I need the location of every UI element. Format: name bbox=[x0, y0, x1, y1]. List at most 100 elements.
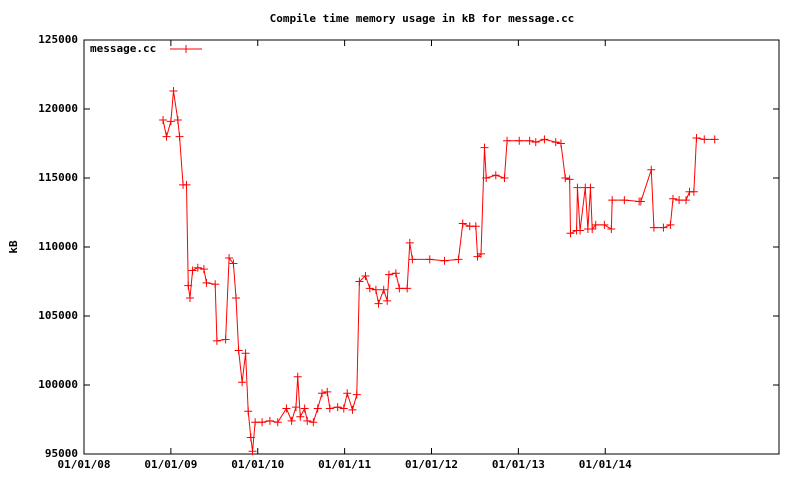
data-point bbox=[361, 271, 370, 280]
data-point bbox=[515, 136, 524, 145]
data-point bbox=[365, 284, 374, 293]
x-tick-label: 01/01/14 bbox=[579, 458, 632, 471]
data-point bbox=[600, 220, 609, 229]
data-point bbox=[503, 136, 512, 145]
data-point bbox=[355, 277, 364, 286]
data-point bbox=[348, 405, 357, 414]
data-point bbox=[540, 135, 549, 144]
data-point bbox=[374, 299, 383, 308]
data-point bbox=[169, 87, 178, 96]
y-tick-label: 105000 bbox=[38, 309, 78, 322]
y-tick-label: 95000 bbox=[45, 447, 78, 460]
data-point bbox=[689, 187, 698, 196]
data-point bbox=[666, 220, 675, 229]
data-point bbox=[352, 390, 361, 399]
legend-marker bbox=[182, 45, 190, 53]
data-point bbox=[669, 194, 678, 203]
data-point bbox=[241, 349, 250, 358]
data-point bbox=[265, 416, 274, 425]
data-point bbox=[576, 226, 585, 235]
data-point bbox=[531, 138, 540, 147]
data-point bbox=[182, 180, 191, 189]
x-tick-label: 01/01/11 bbox=[318, 458, 371, 471]
plot-border bbox=[83, 39, 780, 455]
data-point bbox=[379, 285, 388, 294]
data-point bbox=[675, 196, 684, 205]
chart-title: Compile time memory usage in kB for mess… bbox=[270, 12, 575, 25]
data-point bbox=[440, 256, 449, 265]
data-point bbox=[296, 412, 305, 421]
data-point bbox=[458, 219, 467, 228]
data-point bbox=[162, 132, 171, 141]
data-point bbox=[710, 135, 719, 144]
data-point bbox=[251, 418, 260, 427]
data-point bbox=[291, 403, 300, 412]
data-point bbox=[383, 296, 392, 305]
data-point bbox=[573, 183, 582, 192]
data-point bbox=[184, 281, 193, 290]
legend-label: message.cc bbox=[90, 42, 156, 55]
data-point bbox=[620, 196, 629, 205]
data-point bbox=[159, 116, 168, 125]
y-axis-label: kB bbox=[7, 240, 20, 254]
data-point bbox=[309, 418, 318, 427]
data-point bbox=[188, 266, 197, 275]
data-point bbox=[556, 139, 565, 148]
data-point bbox=[607, 225, 616, 234]
data-point bbox=[491, 171, 500, 180]
data-point bbox=[659, 223, 668, 232]
data-point bbox=[500, 174, 509, 182]
y-tick-label: 115000 bbox=[38, 171, 78, 184]
data-point bbox=[391, 269, 400, 278]
data-point bbox=[395, 284, 404, 293]
data-point bbox=[565, 175, 574, 184]
y-tick-label: 100000 bbox=[38, 378, 78, 391]
data-point bbox=[318, 389, 327, 398]
data-point bbox=[403, 284, 412, 293]
data-point bbox=[425, 255, 434, 264]
x-tick-label: 01/01/08 bbox=[58, 458, 111, 471]
data-point bbox=[405, 238, 414, 247]
data-point bbox=[293, 372, 302, 381]
data-point bbox=[471, 222, 480, 231]
data-point bbox=[323, 387, 332, 396]
data-point bbox=[193, 263, 202, 272]
data-point bbox=[303, 416, 312, 425]
data-point bbox=[525, 136, 534, 145]
data-point bbox=[454, 255, 463, 264]
data-point bbox=[221, 335, 230, 344]
data-point bbox=[408, 255, 417, 264]
data-point bbox=[166, 117, 175, 126]
data-point bbox=[682, 196, 691, 205]
data-point bbox=[313, 404, 322, 413]
data-point bbox=[371, 285, 380, 294]
data-point bbox=[482, 174, 491, 182]
data-point bbox=[229, 259, 238, 268]
data-point bbox=[700, 135, 709, 144]
data-point bbox=[477, 249, 486, 258]
data-point bbox=[343, 389, 352, 398]
y-tick-label: 110000 bbox=[38, 240, 78, 253]
data-point bbox=[551, 138, 560, 147]
y-tick-label: 125000 bbox=[38, 33, 78, 46]
data-point bbox=[175, 132, 184, 141]
data-point bbox=[173, 116, 182, 125]
data-point bbox=[566, 229, 575, 238]
data-point bbox=[608, 196, 617, 205]
data-point bbox=[211, 280, 220, 289]
data-point bbox=[258, 418, 267, 427]
x-tick-label: 01/01/09 bbox=[144, 458, 197, 471]
data-point bbox=[244, 407, 253, 416]
data-point bbox=[185, 294, 194, 303]
data-point bbox=[300, 404, 309, 413]
series-line bbox=[162, 90, 715, 452]
data-point bbox=[212, 336, 221, 345]
x-tick-label: 01/01/10 bbox=[231, 458, 284, 471]
data-point bbox=[692, 133, 701, 142]
data-point bbox=[287, 416, 296, 425]
x-tick-label: 01/01/12 bbox=[405, 458, 458, 471]
data-point bbox=[588, 225, 597, 234]
x-tick-label: 01/01/13 bbox=[492, 458, 545, 471]
data-point bbox=[384, 270, 393, 279]
